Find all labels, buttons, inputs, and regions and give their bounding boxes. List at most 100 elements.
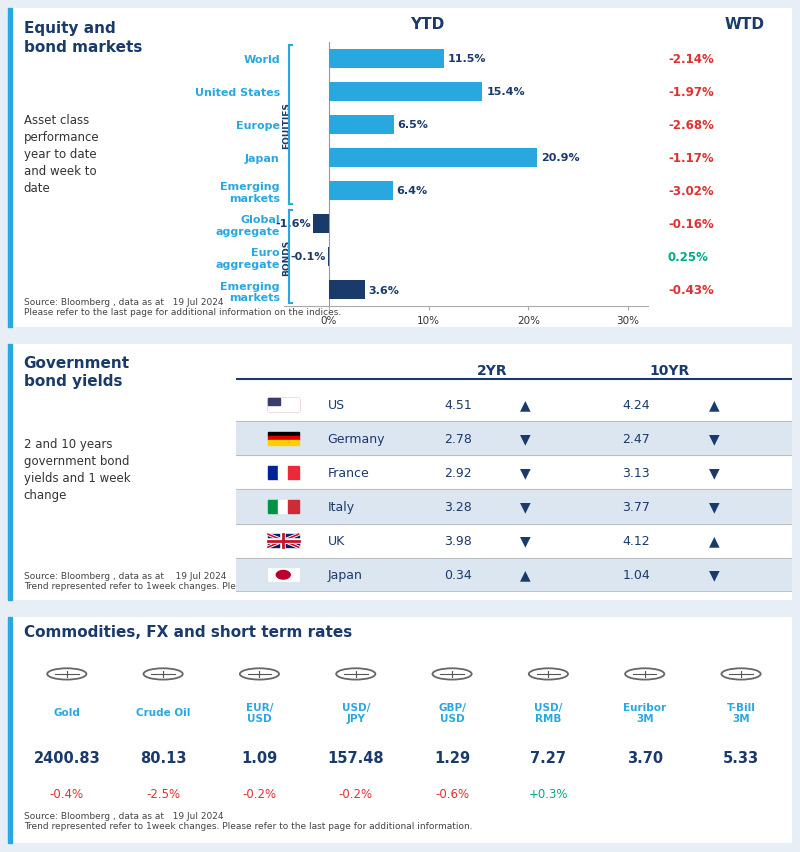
Text: ▼: ▼	[709, 500, 719, 514]
Bar	[288, 500, 298, 514]
Text: 3.98: 3.98	[445, 534, 472, 548]
Text: ▲: ▲	[709, 398, 719, 412]
Bar	[278, 500, 288, 514]
Text: Asset class
performance
year to date
and week to
date: Asset class performance year to date and…	[24, 114, 99, 195]
Text: -1.6%: -1.6%	[275, 219, 311, 229]
Text: EQUITIES: EQUITIES	[282, 101, 291, 148]
Text: Euribor
3M: Euribor 3M	[623, 702, 666, 723]
Bar	[8, 345, 12, 601]
Text: -3.02%: -3.02%	[668, 185, 714, 198]
Bar	[329, 148, 538, 168]
Bar	[313, 215, 329, 233]
Text: Equity and
bond markets: Equity and bond markets	[24, 21, 142, 55]
Text: -0.1%: -0.1%	[290, 252, 326, 262]
Text: 1.09: 1.09	[242, 751, 278, 765]
Text: ▼: ▼	[709, 568, 719, 582]
Text: YTD: YTD	[410, 16, 445, 32]
Text: -1.17%: -1.17%	[668, 152, 714, 164]
Text: 3.28: 3.28	[445, 500, 472, 514]
Text: 2 and 10 years
government bond
yields and 1 week
change: 2 and 10 years government bond yields an…	[24, 437, 130, 501]
Text: ▼: ▼	[520, 534, 530, 548]
Text: BONDS: BONDS	[282, 239, 291, 275]
Text: Crude Oil: Crude Oil	[136, 707, 190, 717]
Text: 4.51: 4.51	[445, 398, 472, 412]
Bar	[268, 406, 298, 407]
Text: ▲: ▲	[520, 568, 530, 582]
Bar	[268, 398, 279, 406]
Text: -2.68%: -2.68%	[668, 118, 714, 131]
Bar	[236, 558, 792, 592]
Text: 0.34: 0.34	[445, 568, 472, 582]
Text: 6.4%: 6.4%	[397, 187, 428, 196]
Text: 15.4%: 15.4%	[486, 87, 525, 97]
Bar	[268, 500, 278, 514]
Text: UK: UK	[328, 534, 345, 548]
Bar	[268, 534, 298, 548]
Text: -2.5%: -2.5%	[146, 787, 180, 800]
Text: 2.47: 2.47	[622, 432, 650, 446]
Text: 6.5%: 6.5%	[398, 120, 429, 130]
Bar	[8, 618, 12, 843]
Bar	[329, 280, 365, 300]
Bar	[278, 466, 288, 480]
Text: 10YR: 10YR	[650, 364, 690, 377]
Text: ▼: ▼	[520, 466, 530, 480]
Text: Japan: Japan	[328, 568, 362, 582]
Bar	[8, 9, 12, 328]
Text: ▼: ▼	[709, 466, 719, 480]
Text: Commodities, FX and short term rates: Commodities, FX and short term rates	[24, 625, 352, 640]
Text: USD/
JPY: USD/ JPY	[342, 702, 370, 723]
Bar	[268, 404, 298, 406]
Text: France: France	[328, 466, 370, 480]
Text: Gold: Gold	[54, 707, 80, 717]
Text: 3.70: 3.70	[626, 751, 662, 765]
Text: GBP/
USD: GBP/ USD	[438, 702, 466, 723]
Text: 1.29: 1.29	[434, 751, 470, 765]
Text: ▼: ▼	[520, 432, 530, 446]
Text: 20.9%: 20.9%	[542, 153, 580, 163]
Text: T-Bill
3M: T-Bill 3M	[726, 702, 755, 723]
Text: US: US	[328, 398, 345, 412]
Text: -0.2%: -0.2%	[338, 787, 373, 800]
Text: 7.27: 7.27	[530, 751, 566, 765]
Text: 2.78: 2.78	[445, 432, 472, 446]
Text: -0.43%: -0.43%	[668, 284, 714, 296]
Text: Source: Bloomberg , data as at   19 Jul 2024
Trend represented refer to 1week ch: Source: Bloomberg , data as at 19 Jul 20…	[24, 810, 472, 830]
Bar	[268, 410, 298, 412]
Bar	[268, 402, 298, 403]
Text: 0.25%: 0.25%	[668, 250, 709, 263]
Text: Source: Bloomberg , data as at   19 Jul 2024
Please refer to the last page for a: Source: Bloomberg , data as at 19 Jul 20…	[24, 297, 341, 317]
Bar	[268, 408, 298, 409]
Bar	[329, 116, 394, 135]
Bar	[268, 441, 298, 446]
Text: -0.2%: -0.2%	[242, 787, 277, 800]
Text: -2.14%: -2.14%	[668, 53, 714, 66]
Text: Source: Bloomberg , data as at    19 Jul 2024
Trend represented refer to 1week c: Source: Bloomberg , data as at 19 Jul 20…	[24, 571, 472, 590]
Text: +0.3%: +0.3%	[529, 787, 568, 800]
Text: 3.13: 3.13	[622, 466, 650, 480]
Bar	[236, 490, 792, 524]
Text: WTD: WTD	[725, 16, 765, 32]
Text: 80.13: 80.13	[140, 751, 186, 765]
Bar	[329, 181, 393, 201]
Bar	[236, 422, 792, 456]
Text: 3.77: 3.77	[622, 500, 650, 514]
Text: EUR/
USD: EUR/ USD	[246, 702, 273, 723]
Text: Government
bond yields: Government bond yields	[24, 355, 130, 389]
Bar	[268, 432, 298, 436]
Text: 2.92: 2.92	[445, 466, 472, 480]
Text: -0.16%: -0.16%	[668, 218, 714, 231]
Text: 157.48: 157.48	[327, 751, 384, 765]
Text: 4.12: 4.12	[622, 534, 650, 548]
Text: 2400.83: 2400.83	[34, 751, 100, 765]
Text: ▲: ▲	[520, 398, 530, 412]
Text: 3.6%: 3.6%	[369, 285, 400, 295]
Bar	[328, 248, 329, 267]
Text: 4.24: 4.24	[622, 398, 650, 412]
Bar	[268, 568, 298, 582]
Text: 1.04: 1.04	[622, 568, 650, 582]
Text: 11.5%: 11.5%	[447, 55, 486, 64]
Text: -0.6%: -0.6%	[435, 787, 469, 800]
Text: ▼: ▼	[520, 500, 530, 514]
Bar	[329, 49, 443, 69]
